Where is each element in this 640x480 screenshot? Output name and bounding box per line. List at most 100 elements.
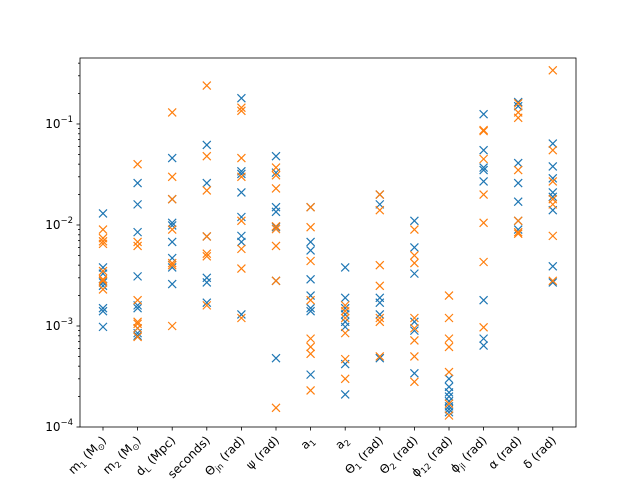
marker-s1-c6-p6 xyxy=(306,349,316,359)
marker-s0-c4-p6 xyxy=(236,237,246,247)
marker-s0-c13-p3 xyxy=(548,188,558,197)
marker-s1-c3-p3 xyxy=(202,232,212,241)
marker-s0-c11-p6 xyxy=(479,334,489,344)
marker-s1-c0-p2 xyxy=(98,236,108,246)
marker-s0-c7-p5 xyxy=(340,322,350,332)
marker-s1-c3-p0 xyxy=(202,81,212,90)
marker-s0-c7-p2 xyxy=(340,303,350,313)
marker-s1-c13-p2 xyxy=(548,176,558,186)
marker-s0-c6-p2 xyxy=(306,245,316,255)
marker-s1-c2-p4 xyxy=(167,258,177,268)
marker-s0-c4-p3 xyxy=(236,188,246,197)
marker-s1-c1-p4 xyxy=(133,317,143,327)
marker-s0-c12-p0 xyxy=(513,97,523,107)
marker-s0-c11-p2 xyxy=(479,163,489,173)
marker-s1-c2-p2 xyxy=(167,194,177,204)
marker-s1-c2-p5 xyxy=(167,260,177,270)
marker-s1-c10-p2 xyxy=(444,334,454,344)
marker-s1-c12-p2 xyxy=(513,113,523,123)
marker-s1-c7-p5 xyxy=(340,374,350,384)
marker-s1-c1-p5 xyxy=(133,319,143,329)
marker-s1-c5-p4 xyxy=(271,224,281,234)
marker-s0-c6-p6 xyxy=(306,306,316,316)
marker-s1-c0-p6 xyxy=(98,276,108,286)
marker-s0-c9-p3 xyxy=(409,317,419,327)
marker-s0-c11-p1 xyxy=(479,145,489,155)
y-tick-label-0: 10−4 xyxy=(45,418,73,434)
marker-s1-c9-p5 xyxy=(409,335,419,345)
marker-s0-c1-p8 xyxy=(133,331,143,341)
marker-s1-c11-p4 xyxy=(479,218,489,228)
marker-s1-c4-p1 xyxy=(236,106,246,116)
marker-s1-c10-p5 xyxy=(444,399,454,409)
marker-s0-c9-p1 xyxy=(409,242,419,252)
marker-s1-c11-p1 xyxy=(479,126,489,136)
marker-s1-c11-p3 xyxy=(479,190,489,200)
marker-s1-c1-p3 xyxy=(133,295,143,305)
marker-s1-c2-p0 xyxy=(167,108,177,117)
marker-s0-c6-p5 xyxy=(306,303,316,313)
marker-s0-c13-p6 xyxy=(548,261,558,271)
marker-s1-c11-p6 xyxy=(479,322,489,332)
marker-s0-c6-p4 xyxy=(306,291,316,301)
marker-s0-c10-p3 xyxy=(444,392,454,402)
marker-s1-c8-p6 xyxy=(375,351,385,361)
marker-s1-c2-p6 xyxy=(167,321,177,331)
x-tick-label-13: δ (rad) xyxy=(520,433,558,471)
marker-s1-c0-p4 xyxy=(98,266,108,276)
marker-s0-c12-p4 xyxy=(513,197,523,207)
marker-s1-c12-p0 xyxy=(513,98,523,108)
marker-s1-c6-p1 xyxy=(306,222,316,232)
marker-s1-c4-p7 xyxy=(236,313,246,323)
marker-s0-c11-p3 xyxy=(479,165,489,175)
marker-s1-c13-p5 xyxy=(548,231,558,241)
marker-s0-c0-p0 xyxy=(98,209,108,218)
marker-s0-c1-p1 xyxy=(133,199,143,209)
marker-s1-c1-p6 xyxy=(133,323,143,333)
marker-s0-c9-p4 xyxy=(409,326,419,336)
marker-s1-c3-p5 xyxy=(202,251,212,261)
marker-s1-c0-p0 xyxy=(98,225,108,235)
marker-s0-c9-p2 xyxy=(409,269,419,279)
marker-s0-c10-p7 xyxy=(444,407,454,417)
marker-s1-c1-p0 xyxy=(133,159,143,169)
marker-s1-c8-p3 xyxy=(375,281,385,291)
marker-s0-c2-p4 xyxy=(167,237,177,247)
marker-s1-c0-p3 xyxy=(98,239,108,249)
marker-s1-c10-p3 xyxy=(444,342,454,352)
x-tick-label-11: ϕjl (rad) xyxy=(447,433,491,477)
marker-s1-c5-p0 xyxy=(271,163,281,173)
marker-s1-c7-p4 xyxy=(340,354,350,364)
marker-s0-c5-p2 xyxy=(271,202,281,212)
marker-s0-c7-p1 xyxy=(340,293,350,303)
y-tick-label-3: 10−1 xyxy=(45,115,73,131)
marker-s0-c11-p7 xyxy=(479,341,489,350)
marker-s0-c4-p0 xyxy=(236,93,246,103)
marker-s0-c2-p0 xyxy=(167,153,177,163)
x-tick-label-7: a2 xyxy=(332,433,353,454)
marker-s0-c3-p0 xyxy=(202,140,212,150)
marker-s0-c2-p3 xyxy=(167,221,177,230)
marker-s1-c9-p6 xyxy=(409,351,419,361)
marker-s0-c1-p0 xyxy=(133,178,143,188)
data-points xyxy=(98,65,558,420)
marker-s1-c6-p2 xyxy=(306,256,316,266)
marker-s1-c6-p3 xyxy=(306,295,316,305)
marker-s0-c12-p6 xyxy=(513,225,523,235)
marker-s0-c2-p7 xyxy=(167,279,177,289)
marker-s1-c10-p4 xyxy=(444,367,454,377)
marker-s0-c5-p0 xyxy=(271,151,281,161)
marker-s0-c0-p3 xyxy=(98,277,108,287)
marker-s0-c7-p0 xyxy=(340,263,350,272)
x-tick-label-5: ψ (rad) xyxy=(243,433,282,472)
marker-s1-c5-p3 xyxy=(271,221,281,231)
marker-s0-c9-p5 xyxy=(409,368,419,378)
marker-s0-c12-p2 xyxy=(513,158,523,168)
marker-s0-c6-p1 xyxy=(306,237,316,247)
marker-s0-c13-p7 xyxy=(548,277,558,287)
marker-s1-c11-p0 xyxy=(479,125,489,135)
marker-s1-c5-p2 xyxy=(271,184,281,193)
marker-s0-c1-p2 xyxy=(133,227,143,237)
marker-s1-c2-p1 xyxy=(167,172,177,182)
marker-s1-c11-p5 xyxy=(479,257,489,267)
